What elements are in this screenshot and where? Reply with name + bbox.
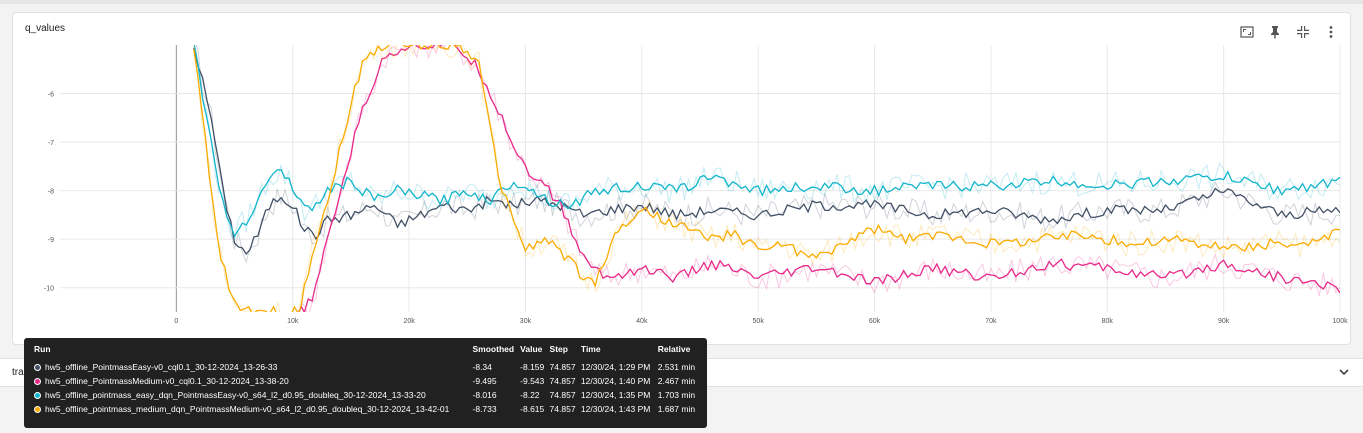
top-strip (0, 0, 1363, 4)
smoothed-value: -8.733 (472, 404, 497, 414)
series-line (193, 47, 1340, 256)
run-color-dot (34, 392, 41, 400)
series-raw-line (299, 45, 1340, 312)
header-smoothed: Smoothed (472, 344, 515, 354)
relative-value: 1.687 min (657, 404, 696, 414)
run-name: hw5_offline_pointmass_easy_dqn_Pointmass… (45, 390, 426, 400)
run-color-dot (34, 364, 41, 372)
smoothed-value: -8.016 (472, 390, 497, 400)
x-tick-label: 20k (403, 318, 415, 325)
series-line (297, 45, 1340, 312)
x-tick-label: 40k (636, 318, 648, 325)
series-raw-line (195, 45, 1340, 264)
x-tick-label: 10k (287, 318, 299, 325)
time-value: 12/30/24, 1:35 PM (580, 390, 651, 400)
x-tick-label: 50k (753, 318, 765, 325)
relative-value: 2.467 min (657, 376, 696, 386)
relative-value: 1.703 min (657, 390, 696, 400)
raw-value: -9.543 (520, 376, 545, 386)
time-value: 12/30/24, 1:40 PM (580, 376, 651, 386)
tooltip-row: hw5_offline_PointmassMedium-v0_cql0.1_30… (32, 374, 699, 388)
y-tick-label: -7 (48, 140, 54, 147)
header-run: Run (34, 344, 51, 354)
run-color-dot (34, 378, 41, 386)
run-name: hw5_offline_PointmassEasy-v0_cql0.1_30-1… (45, 362, 278, 372)
series-line (193, 45, 1340, 238)
y-tick-label: -8 (48, 189, 54, 196)
x-tick-label: 0 (174, 318, 178, 325)
step-value: 74.857 (549, 404, 576, 414)
more-vert-icon[interactable] (1320, 22, 1342, 42)
x-tick-label: 100k (1332, 318, 1348, 325)
raw-value: -8.22 (520, 390, 540, 400)
step-value: 74.857 (549, 362, 576, 372)
time-value: 12/30/24, 1:43 PM (580, 404, 651, 414)
chart-card: q_values (12, 12, 1351, 345)
raw-value: -8.159 (520, 362, 545, 372)
run-name: hw5_offline_pointmass_medium_dqn_Pointma… (45, 404, 450, 414)
x-tick-label: 70k (985, 318, 997, 325)
smoothed-value: -8.34 (472, 362, 492, 372)
tooltip-table: Run Smoothed Value Step Time Relative hw… (32, 344, 699, 416)
series-raw-line (193, 45, 1340, 312)
run-name: hw5_offline_PointmassMedium-v0_cql0.1_30… (45, 376, 289, 386)
x-tick-label: 60k (869, 318, 881, 325)
header-step: Step (549, 344, 568, 354)
step-value: 74.857 (549, 390, 576, 400)
smoothed-value: -9.495 (472, 376, 497, 386)
chart-toolbar (1236, 22, 1342, 42)
y-tick-label: -6 (48, 92, 54, 99)
relative-value: 2.531 min (657, 362, 696, 372)
time-value: 12/30/24, 1:29 PM (580, 362, 651, 372)
header-relative: Relative (657, 344, 691, 354)
header-value: Value (520, 344, 543, 354)
step-value: 74.857 (549, 376, 576, 386)
run-color-dot (34, 406, 41, 414)
collapsed-card-title: tra (12, 367, 24, 378)
y-tick-label: -9 (48, 237, 54, 244)
raw-value: -8.615 (520, 404, 545, 414)
x-tick-label: 30k (520, 318, 532, 325)
tooltip-row: hw5_offline_PointmassEasy-v0_cql0.1_30-1… (32, 360, 699, 374)
header-time: Time (580, 344, 601, 354)
x-tick-label: 80k (1102, 318, 1114, 325)
fullscreen-icon[interactable] (1236, 22, 1258, 42)
tooltip-row: hw5_offline_pointmass_easy_dqn_Pointmass… (32, 388, 699, 402)
y-tick-label: -10 (44, 286, 54, 293)
series-line (193, 45, 1340, 312)
chevron-down-icon[interactable] (1337, 365, 1351, 379)
chart-title: q_values (25, 23, 66, 34)
x-tick-label: 90k (1218, 318, 1230, 325)
hover-tooltip: Run Smoothed Value Step Time Relative hw… (24, 338, 707, 428)
tooltip-row: hw5_offline_pointmass_medium_dqn_Pointma… (32, 402, 699, 416)
pin-icon[interactable] (1264, 22, 1286, 42)
series-raw-line (193, 48, 1340, 241)
